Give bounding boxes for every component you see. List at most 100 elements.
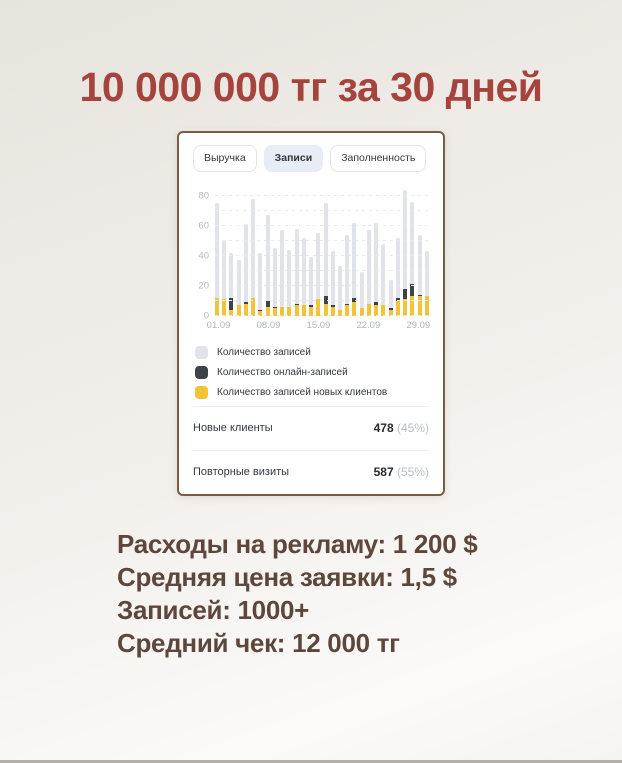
bar-segment xyxy=(374,222,379,302)
bar-22.09 xyxy=(366,230,371,316)
bar-segment xyxy=(417,234,422,295)
footer-line-lead-cost: Средняя цена заявки: 1,5 $ xyxy=(117,561,457,592)
bar-segment xyxy=(381,243,386,305)
gridline xyxy=(215,314,429,316)
bar-segment xyxy=(374,302,379,305)
stat-number: 478 xyxy=(373,421,394,435)
bar-18.09 xyxy=(337,266,342,316)
bar-segment xyxy=(258,309,263,311)
gridline xyxy=(215,299,429,301)
legend-swatch-new-clients xyxy=(195,385,208,399)
footer-line-avg-check: Средний чек: 12 000 тг xyxy=(117,628,400,659)
stat-row-new-clients: Новые клиенты 478 (45%) xyxy=(193,405,429,450)
bar-14.09 xyxy=(309,257,314,316)
y-tick-label: 20 xyxy=(198,280,209,291)
bar-27.09 xyxy=(403,189,408,316)
bar-segment xyxy=(388,279,393,308)
bar-segment xyxy=(280,230,285,307)
records-bar-chart: 0 20 40 60 80 01.09 08.09 15.09 22.09 29.09 xyxy=(193,188,430,332)
legend-swatch-online xyxy=(195,365,208,379)
bar-01.09 xyxy=(215,203,219,316)
bar-24.09 xyxy=(381,243,386,316)
bar-segment xyxy=(388,309,393,316)
tab-records[interactable]: Записи xyxy=(263,145,324,172)
bar-25.09 xyxy=(388,279,393,316)
gridline xyxy=(215,239,429,241)
bar-segment xyxy=(215,203,219,298)
chart-tabs: Выручка Записи Заполненность xyxy=(193,145,429,172)
bar-segment xyxy=(330,305,335,307)
bar-06.09 xyxy=(251,198,256,316)
legend-item-online: Количество онлайн-записей xyxy=(195,365,429,379)
bar-segment xyxy=(287,249,292,307)
bar-15.09 xyxy=(316,233,321,316)
tab-occupancy[interactable]: Заполненность xyxy=(330,145,427,172)
bar-segment xyxy=(337,309,342,316)
bar-segment xyxy=(352,222,357,298)
bar-19.09 xyxy=(345,234,350,316)
y-axis: 0 20 40 60 80 xyxy=(193,188,215,321)
bar-segment xyxy=(330,251,335,305)
bar-segment xyxy=(222,299,227,316)
bar-07.09 xyxy=(258,252,263,316)
bar-segment xyxy=(366,303,371,316)
plot-area xyxy=(215,188,429,316)
bar-segment xyxy=(330,306,335,316)
stat-percent: (55%) xyxy=(396,465,429,479)
gridline xyxy=(215,269,429,271)
bar-28.09 xyxy=(410,201,415,316)
bar-segment xyxy=(395,237,400,298)
legend-label: Количество записей новых клиентов xyxy=(217,386,388,398)
bar-segment xyxy=(316,299,321,316)
bar-segment xyxy=(301,237,306,305)
legend-label: Количество онлайн-записей xyxy=(217,366,348,378)
footer-line-records: Записей: 1000+ xyxy=(117,595,310,626)
stat-label: Повторные визиты xyxy=(193,466,290,478)
y-tick-label: 80 xyxy=(198,190,209,201)
bar-segment xyxy=(352,302,357,316)
bar-11.09 xyxy=(287,249,292,316)
stat-value: 478 (45%) xyxy=(374,421,429,435)
bar-segment xyxy=(374,305,379,316)
bar-segment xyxy=(316,233,321,299)
gridline xyxy=(215,284,429,286)
bar-10.09 xyxy=(280,230,285,316)
bar-05.09 xyxy=(243,224,248,316)
x-tick-label: 01.09 xyxy=(206,319,231,331)
tab-revenue[interactable]: Выручка xyxy=(193,145,257,172)
stat-percent: (45%) xyxy=(396,421,429,435)
bar-segment xyxy=(424,251,429,296)
stat-label: Новые клиенты xyxy=(193,422,273,434)
bar-segment xyxy=(345,303,350,305)
bar-segment xyxy=(410,201,415,284)
bar-segment xyxy=(265,300,270,307)
bar-segment xyxy=(359,272,364,308)
bar-segment xyxy=(294,303,299,305)
x-tick-label: 15.09 xyxy=(306,319,331,331)
bar-segment xyxy=(251,198,256,298)
bar-12.09 xyxy=(294,228,299,316)
chart-legend: Количество записей Количество онлайн-зап… xyxy=(195,345,429,399)
bar-26.09 xyxy=(395,237,400,316)
bar-segment xyxy=(424,296,429,316)
y-tick-label: 0 xyxy=(203,310,209,321)
bar-segment xyxy=(301,305,306,316)
footer-line-ad-spend: Расходы на рекламу: 1 200 $ xyxy=(117,528,478,559)
bar-segment xyxy=(236,305,241,316)
bar-09.09 xyxy=(272,248,277,316)
bar-segment xyxy=(309,257,314,305)
bar-segment xyxy=(243,302,248,304)
stat-row-repeat-visits: Повторные визиты 587 (55%) xyxy=(193,449,429,494)
legend-item-total: Количество записей xyxy=(195,345,429,359)
bar-segment xyxy=(258,311,263,316)
legend-swatch-total xyxy=(195,345,208,359)
bar-segment xyxy=(323,303,328,316)
bar-13.09 xyxy=(301,237,306,316)
bar-segment xyxy=(215,297,219,316)
bar-segment xyxy=(417,294,422,296)
bar-segment xyxy=(243,303,248,316)
bar-segment xyxy=(272,308,277,316)
bar-segment xyxy=(337,266,342,310)
bar-29.09 xyxy=(417,234,422,316)
bar-segment xyxy=(229,297,234,310)
